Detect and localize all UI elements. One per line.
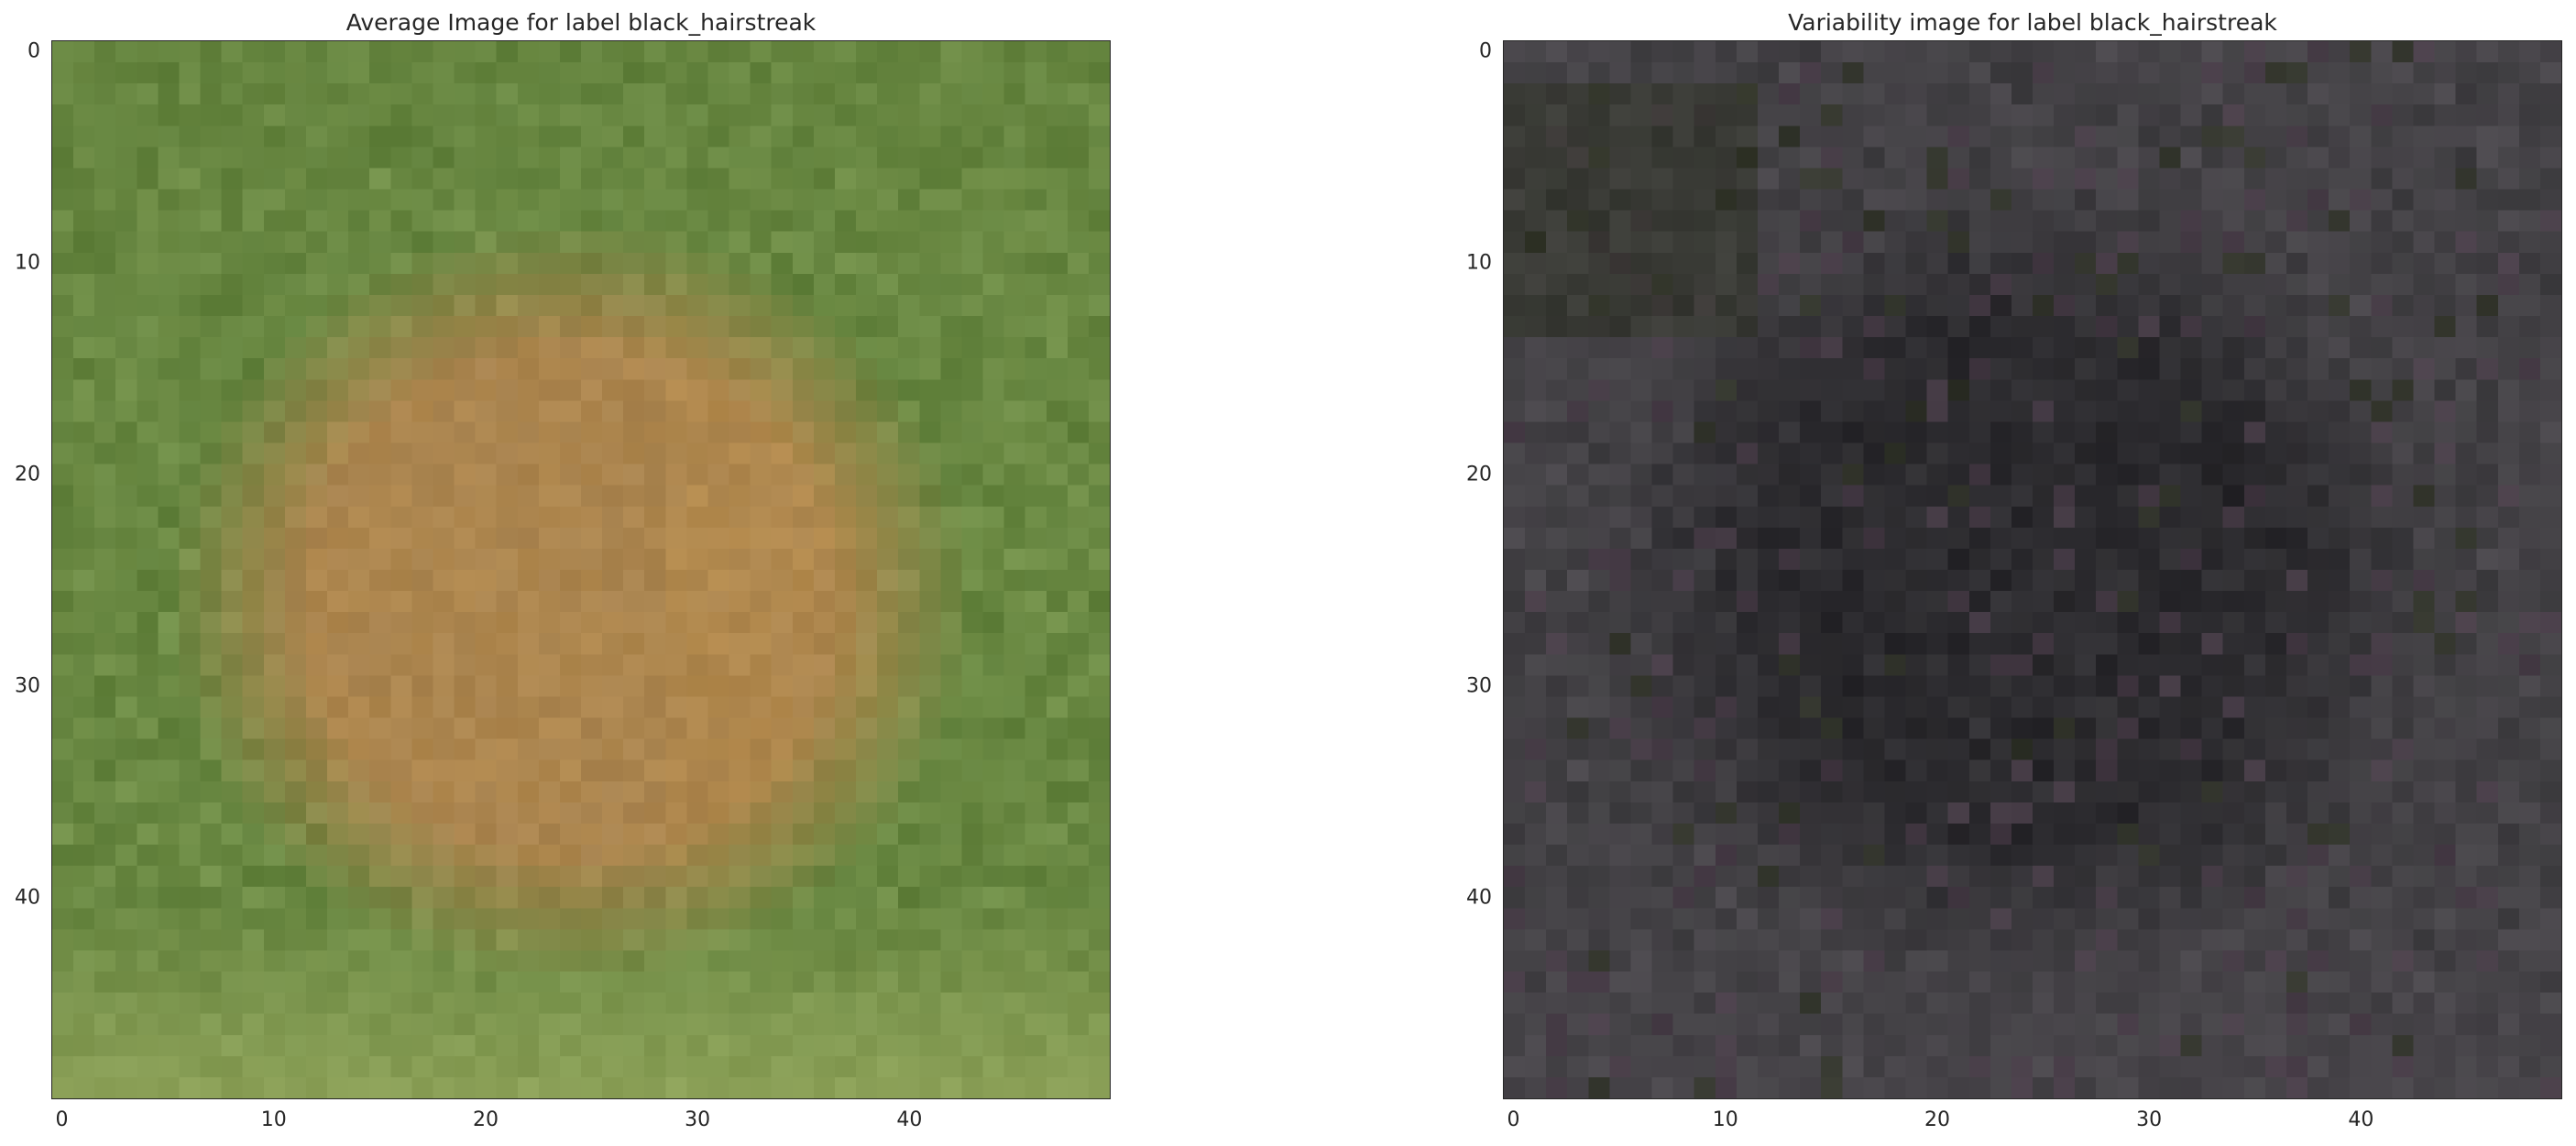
x-tick-label: 30 xyxy=(2136,1108,2163,1131)
variability-image-title: Variability image for label black_hairst… xyxy=(1788,9,2277,36)
variability-image-heatmap xyxy=(1503,40,2562,1099)
variability-image-pixels xyxy=(1504,41,2561,1098)
y-tick-label: 20 xyxy=(15,463,40,486)
y-tick-label: 30 xyxy=(1466,674,1492,698)
y-tick-label: 40 xyxy=(15,886,40,910)
y-tick-label: 0 xyxy=(1479,39,1492,63)
x-tick-label: 20 xyxy=(472,1108,499,1131)
average-image-heatmap xyxy=(51,40,1111,1099)
y-tick-label: 10 xyxy=(1466,251,1492,275)
y-tick-label: 30 xyxy=(15,674,40,698)
x-tick-label: 10 xyxy=(260,1108,287,1131)
x-tick-label: 0 xyxy=(1507,1108,1520,1131)
x-tick-label: 30 xyxy=(685,1108,711,1131)
x-tick-label: 20 xyxy=(1924,1108,1950,1131)
x-tick-label: 40 xyxy=(2348,1108,2374,1131)
y-tick-label: 20 xyxy=(1466,463,1492,486)
y-tick-label: 10 xyxy=(15,251,40,275)
x-tick-label: 40 xyxy=(896,1108,923,1131)
y-tick-label: 0 xyxy=(27,39,40,63)
average-image-title: Average Image for label black_hairstreak xyxy=(345,9,817,36)
x-tick-label: 10 xyxy=(1712,1108,1738,1131)
average-image-pixels xyxy=(52,41,1110,1098)
y-tick-label: 40 xyxy=(1466,886,1492,910)
x-tick-label: 0 xyxy=(55,1108,69,1131)
